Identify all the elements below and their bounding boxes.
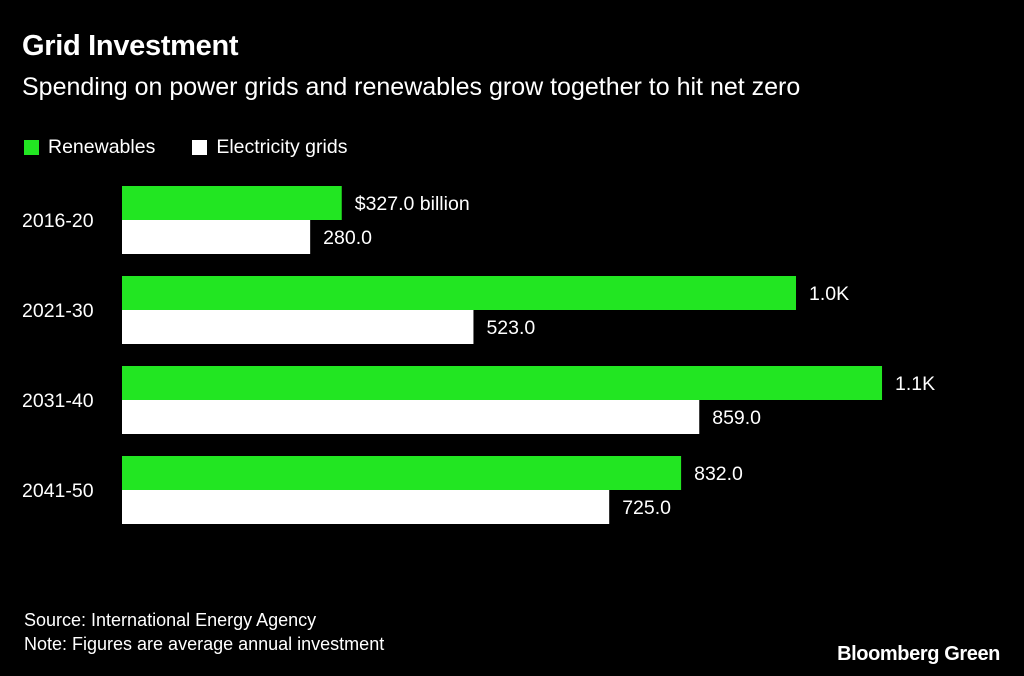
- bar-renewables: [122, 366, 883, 400]
- bar-renewables: [122, 276, 797, 310]
- category-label: 2021-30: [22, 300, 94, 322]
- bar-renewables: [122, 456, 682, 490]
- data-label: 523.0: [486, 317, 535, 339]
- brand-logo: Bloomberg Green: [837, 643, 1000, 665]
- data-label: 832.0: [694, 463, 743, 485]
- category-label: 2041-50: [22, 480, 94, 502]
- legend-item-electricity-grids: Electricity grids: [192, 136, 347, 159]
- data-label: 1.0K: [809, 283, 849, 305]
- chart-title: Grid Investment: [22, 30, 239, 62]
- data-label: 725.0: [622, 497, 671, 519]
- bar-electricity-grids: [122, 400, 700, 434]
- bar-renewables: [122, 186, 342, 220]
- data-label: 280.0: [323, 227, 372, 249]
- source-note: Source: International Energy Agency: [24, 610, 317, 630]
- bar-electricity-grids: [122, 220, 311, 254]
- legend-label: Renewables: [48, 136, 156, 158]
- bar-electricity-grids: [122, 310, 474, 344]
- data-label: 859.0: [712, 407, 761, 429]
- legend: Renewables Electricity grids: [24, 136, 384, 159]
- legend-swatch-renewables: [24, 140, 39, 155]
- legend-item-renewables: Renewables: [24, 136, 155, 159]
- legend-label: Electricity grids: [216, 136, 348, 158]
- legend-swatch-electricity-grids: [192, 140, 208, 155]
- bar-electricity-grids: [122, 490, 610, 524]
- chart-subtitle: Spending on power grids and renewables g…: [22, 73, 801, 101]
- category-label: 2016-20: [22, 210, 94, 232]
- figures-note: Note: Figures are average annual investm…: [24, 634, 385, 654]
- data-label: 1.1K: [895, 373, 935, 395]
- data-label: $327.0 billion: [355, 193, 470, 215]
- category-label: 2031-40: [22, 390, 94, 412]
